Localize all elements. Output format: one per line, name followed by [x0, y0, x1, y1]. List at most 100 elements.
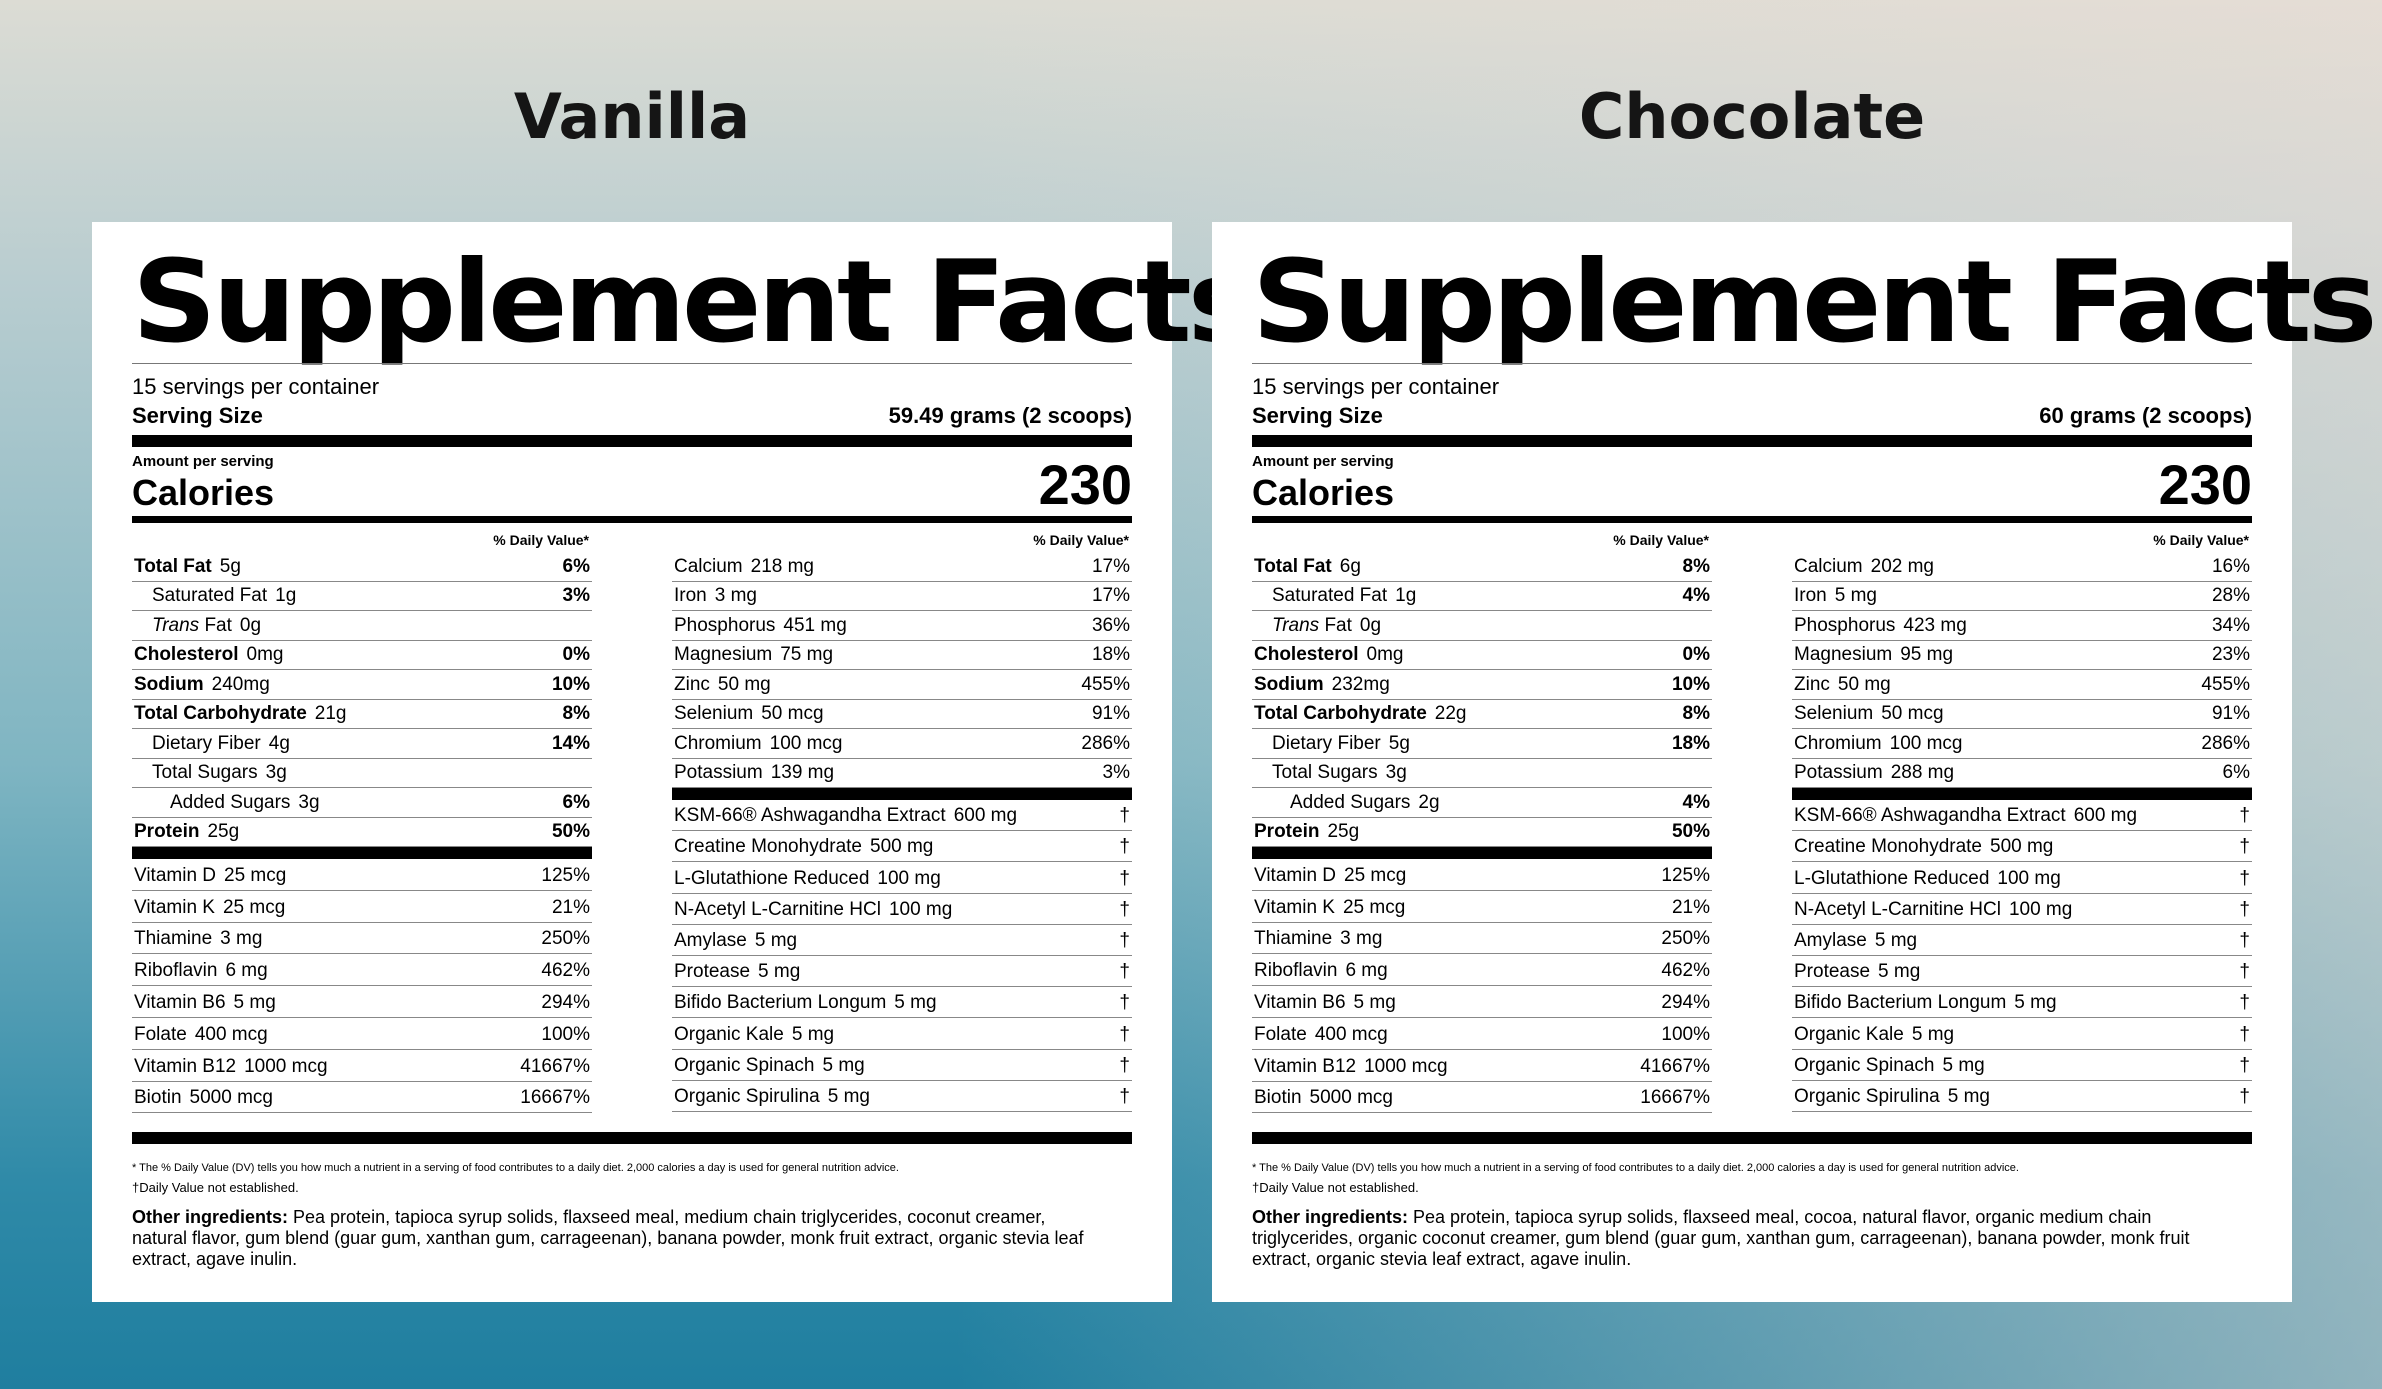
nutrient-amount: 95 mg: [1900, 644, 1954, 665]
nutrient-amount: 100 mcg: [769, 732, 843, 754]
nutrient-amount: 5 mg: [758, 961, 801, 983]
panel-title: Supplement Facts: [1252, 236, 2378, 368]
nutrient-name: Dietary Fiber: [1272, 732, 1381, 754]
macro-row: Added Sugars 2g 4%: [1252, 788, 1712, 818]
nutrient-amount: 50 mg: [717, 673, 771, 695]
nutrient-amount: 6g: [1339, 555, 1361, 577]
mineral-row: Iron 3 mg 17%: [672, 582, 1132, 611]
nutrient-daily-value: 8%: [1682, 703, 1710, 724]
nutrient-daily-value: 0%: [1682, 644, 1710, 665]
nutrient-name: Vitamin B6: [134, 991, 226, 1013]
footnote-daily-value: * The % Daily Value (DV) tells you how m…: [1252, 1162, 2019, 1174]
nutrient-name-amount: Vitamin D 25 mcg: [134, 865, 286, 887]
ingredient-row: Protease 5 mg †: [1792, 956, 2252, 988]
footnote-daily-value: * The % Daily Value (DV) tells you how m…: [132, 1162, 899, 1174]
nutrient-name: Trans Fat: [152, 614, 232, 636]
nutrient-name-amount: Magnesium 95 mg: [1794, 644, 1953, 666]
nutrient-name: Trans Fat: [1272, 614, 1352, 636]
nutrient-daily-value: 50%: [1671, 821, 1710, 842]
nutrient-name: Folate: [134, 1023, 187, 1045]
nutrient-name: Magnesium: [674, 644, 773, 665]
nutrient-name: KSM-66® Ashwagandha Extract: [1794, 805, 2066, 827]
vitamin-row: Biotin 5000 mcg 16667%: [132, 1082, 592, 1114]
nutrient-daily-value: 41667%: [520, 1055, 590, 1077]
macro-row: Protein 25g 50%: [132, 818, 592, 847]
nutrient-amount: 5 mg: [827, 1085, 870, 1107]
nutrient-amount: 5g: [219, 555, 241, 577]
nutrient-name: Phosphorus: [1794, 614, 1896, 636]
nutrient-daily-value: †: [1119, 992, 1130, 1014]
footnote-dagger: †Daily Value not established.: [132, 1180, 299, 1195]
nutrient-name: Organic Spirulina: [1794, 1085, 1940, 1107]
nutrient-name: Protein: [1254, 821, 1320, 842]
nutrient-name-amount: Total Sugars 3g: [134, 762, 287, 784]
ingredient-row: Organic Spinach 5 mg †: [1792, 1050, 2252, 1081]
nutrient-amount: 202 mg: [1870, 555, 1934, 577]
nutrient-name-amount: Calcium 202 mg: [1794, 556, 1934, 578]
nutrient-name: Calcium: [674, 555, 743, 577]
nutrient-name-amount: N-Acetyl L-Carnitine HCl 100 mg: [1794, 899, 2072, 921]
nutrient-amount: 3 mg: [220, 928, 263, 950]
nutrient-amount: 21g: [314, 703, 347, 724]
ingredient-row: Organic Spirulina 5 mg †: [1792, 1081, 2252, 1112]
nutrient-daily-value: †: [1119, 805, 1130, 827]
nutrient-name-amount: Added Sugars 2g: [1254, 792, 1440, 814]
nutrient-name-amount: KSM-66® Ashwagandha Extract 600 mg: [674, 805, 1017, 827]
nutrient-name: Organic Spinach: [1794, 1054, 1935, 1076]
calories-label: Calories: [132, 472, 275, 513]
nutrient-daily-value: 125%: [541, 864, 590, 886]
nutrient-daily-value: 16667%: [1640, 1087, 1710, 1109]
nutrient-name: Total Fat: [1254, 555, 1332, 577]
nutrient-amount: 75 mg: [780, 644, 834, 665]
nutrient-name: Potassium: [1794, 762, 1883, 783]
nutrient-name: Creatine Monohydrate: [1794, 836, 1982, 858]
nutrient-name: Saturated Fat: [152, 585, 268, 606]
macro-row: Added Sugars 3g 6%: [132, 788, 592, 818]
nutrient-daily-value: †: [2239, 992, 2250, 1014]
nutrient-name: Organic Spirulina: [674, 1085, 820, 1107]
nutrient-daily-value: 286%: [2201, 732, 2250, 754]
nutrient-name: Creatine Monohydrate: [674, 836, 862, 858]
nutrient-name: Thiamine: [1254, 928, 1333, 950]
nutrient-name-amount: Calcium 218 mg: [674, 556, 814, 578]
nutrient-daily-value: 294%: [541, 991, 590, 1013]
nutrient-amount: 1g: [275, 585, 297, 606]
nutrient-daily-value: 6%: [562, 791, 590, 813]
mineral-row: Iron 5 mg 28%: [1792, 582, 2252, 611]
nutrient-name: Zinc: [674, 673, 710, 695]
nutrient-daily-value: 3%: [562, 585, 590, 606]
vitamin-row: Folate 400 mcg 100%: [1252, 1018, 1712, 1050]
ingredient-row: Protease 5 mg †: [672, 956, 1132, 988]
nutrient-daily-value: 18%: [1671, 732, 1710, 754]
macro-row: Saturated Fat 1g 4%: [1252, 582, 1712, 611]
mineral-row: Zinc 50 mg 455%: [672, 670, 1132, 700]
nutrient-daily-value: 100%: [1661, 1023, 1710, 1045]
mineral-row: Potassium 139 mg 3%: [672, 759, 1132, 788]
nutrient-name: Bifido Bacterium Longum: [674, 992, 887, 1014]
nutrient-daily-value: 41667%: [1640, 1055, 1710, 1077]
nutrient-name-amount: Trans Fat 0g: [134, 615, 261, 637]
nutrient-name-amount: Vitamin B6 5 mg: [1254, 992, 1396, 1014]
ingredient-row: Creatine Monohydrate 500 mg †: [672, 831, 1132, 863]
thick-rule: [1252, 435, 2252, 447]
nutrient-daily-value: †: [2239, 867, 2250, 889]
nutrient-amount: 3g: [1385, 762, 1407, 783]
macro-row: Cholesterol 0mg 0%: [1252, 641, 1712, 670]
vitamin-row: Vitamin B6 5 mg 294%: [1252, 986, 1712, 1018]
nutrient-daily-value: †: [1119, 929, 1130, 951]
nutrient-name-amount: L-Glutathione Reduced 100 mg: [1794, 868, 2061, 890]
nutrient-name-amount: Phosphorus 423 mg: [1794, 615, 1967, 637]
ingredient-row: Organic Spirulina 5 mg †: [672, 1081, 1132, 1112]
mineral-row: Magnesium 75 mg 18%: [672, 641, 1132, 670]
nutrient-daily-value: 8%: [562, 703, 590, 724]
nutrient-name-amount: Magnesium 75 mg: [674, 644, 833, 666]
nutrient-daily-value: 462%: [1661, 960, 1710, 982]
vitamin-row: Vitamin D 25 mcg 125%: [132, 859, 592, 891]
nutrient-amount: 423 mg: [1903, 614, 1967, 636]
servings-per-container: 15 servings per container: [1252, 374, 1500, 399]
nutrient-daily-value: 91%: [2211, 703, 2250, 724]
nutrient-name-amount: Creatine Monohydrate 500 mg: [674, 836, 933, 858]
nutrient-daily-value: 23%: [2211, 644, 2250, 665]
nutrient-name: N-Acetyl L-Carnitine HCl: [1794, 898, 2001, 920]
nutrient-amount: 5 mg: [1911, 1023, 1955, 1045]
